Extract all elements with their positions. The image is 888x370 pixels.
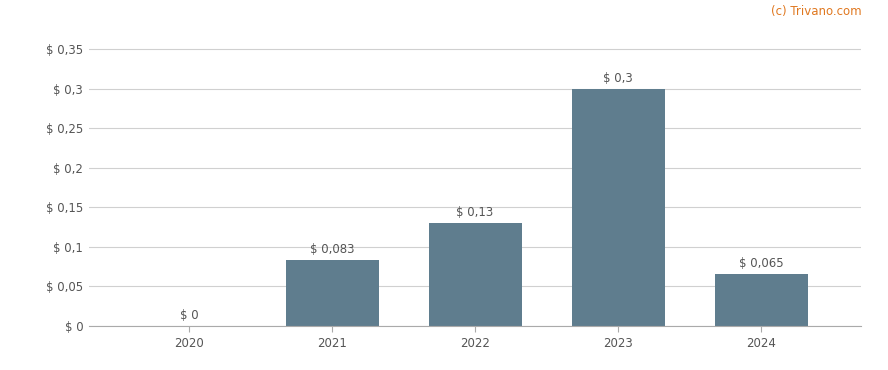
Bar bbox=[286, 260, 378, 326]
Text: $ 0,13: $ 0,13 bbox=[456, 206, 494, 219]
Bar bbox=[572, 89, 664, 326]
Text: $ 0: $ 0 bbox=[179, 309, 198, 322]
Text: $ 0,083: $ 0,083 bbox=[310, 243, 354, 256]
Text: $ 0,3: $ 0,3 bbox=[603, 72, 633, 85]
Bar bbox=[715, 274, 808, 326]
Text: $ 0,065: $ 0,065 bbox=[739, 258, 783, 270]
Text: (c) Trivano.com: (c) Trivano.com bbox=[771, 5, 861, 18]
Bar bbox=[429, 223, 521, 326]
